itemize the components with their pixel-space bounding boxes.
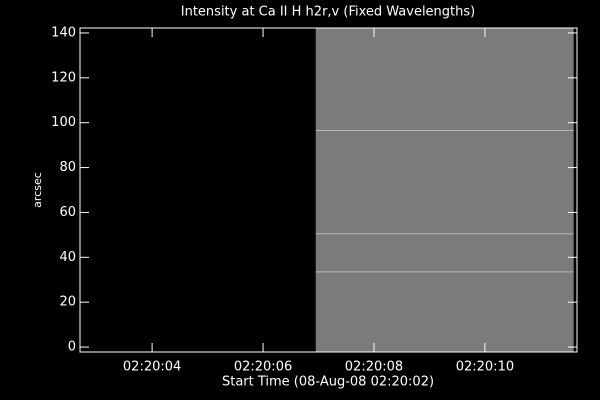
chart-title: Intensity at Ca II H h2r,v (Fixed Wavele… [181,5,475,20]
y-tick-label: 60 [59,205,76,220]
x-tick-label: 02:20:08 [345,360,403,375]
y-axis-label: arcsec [31,172,44,208]
y-tick-label: 140 [51,25,76,40]
y-tick-label: 80 [59,160,76,175]
image-data [315,28,574,352]
plot-frame [79,27,578,353]
x-tick-label: 02:20:06 [234,360,292,375]
x-axis-label: Start Time (08-Aug-08 02:20:02) [222,375,434,390]
y-tick-label: 120 [51,70,76,85]
x-tick-label: 02:20:10 [456,360,514,375]
y-tick-label: 0 [68,340,76,355]
y-tick-label: 100 [51,115,76,130]
y-tick-label: 20 [59,295,76,310]
x-tick-label: 02:20:04 [123,360,181,375]
y-tick-label: 40 [59,250,76,265]
